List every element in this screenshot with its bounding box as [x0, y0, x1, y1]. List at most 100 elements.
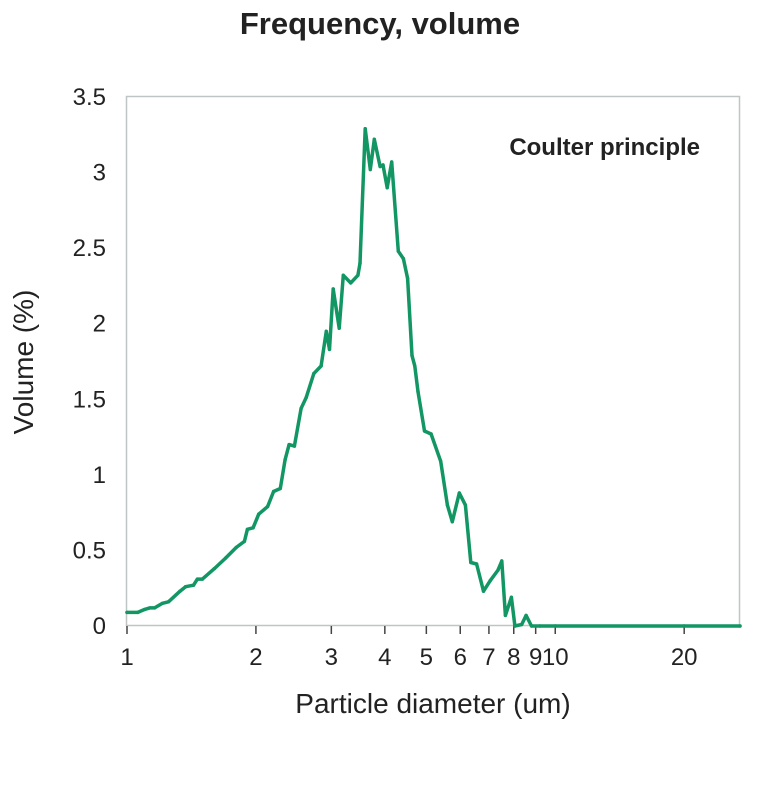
data-point	[520, 622, 524, 627]
data-point	[265, 504, 270, 509]
data-point	[445, 503, 450, 507]
data-point	[390, 160, 394, 164]
data-point	[312, 371, 316, 376]
data-point	[422, 429, 427, 433]
data-point	[245, 527, 250, 531]
data-point	[474, 562, 479, 566]
data-point	[337, 326, 341, 330]
data-point	[372, 137, 376, 141]
data-point	[416, 390, 420, 394]
data-point	[143, 607, 147, 612]
data-point	[682, 624, 686, 628]
data-point	[413, 364, 417, 368]
data-point	[381, 163, 385, 167]
data-point	[378, 164, 382, 169]
data-point	[358, 261, 362, 265]
data-point	[257, 512, 261, 516]
data-point	[368, 167, 372, 172]
y-axis-label: Volume (%)	[8, 290, 39, 435]
y-axis: 0 0.5 1 1.5 2 2.5 3 3.5	[73, 84, 106, 640]
x-tick-label: 3	[325, 644, 338, 671]
x-tick-label: 2	[249, 644, 262, 671]
data-point	[148, 606, 152, 610]
data-point	[251, 526, 255, 530]
data-point	[401, 257, 406, 261]
data-point	[450, 520, 454, 524]
data-point	[500, 559, 504, 563]
x-tick-label: 7	[482, 644, 495, 671]
series-layer	[125, 126, 742, 628]
series-line	[125, 126, 742, 628]
data-point	[553, 624, 557, 628]
data-point	[166, 600, 171, 604]
data-point	[200, 577, 205, 581]
data-point	[481, 589, 486, 593]
data-point	[469, 560, 473, 565]
y-tick-label: 3.5	[73, 84, 106, 111]
data-point	[429, 432, 433, 436]
y-tick-label: 1.5	[73, 386, 106, 413]
y-tick-label: 0	[93, 613, 106, 640]
x-axis-label: Particle diameter (um)	[295, 688, 570, 719]
data-point	[457, 491, 461, 495]
data-point	[212, 566, 217, 571]
x-tick-label: 5	[420, 644, 433, 671]
data-point	[299, 406, 303, 411]
data-point	[410, 353, 414, 358]
data-point	[363, 127, 367, 131]
data-point	[287, 442, 291, 447]
data-point	[283, 458, 287, 462]
plot-frame	[125, 95, 741, 627]
data-point	[234, 545, 238, 550]
data-point	[405, 276, 410, 281]
data-point	[242, 539, 247, 544]
x-tick-label: 10	[542, 644, 569, 671]
data-point	[524, 613, 528, 618]
data-point	[178, 589, 182, 593]
y-tick-label: 3	[93, 160, 106, 187]
data-point	[224, 556, 228, 560]
chart-annotation: Coulter principle	[509, 134, 700, 161]
x-tick-label: 4	[378, 644, 391, 671]
data-point	[191, 583, 196, 587]
data-point	[439, 459, 443, 463]
data-point	[152, 606, 157, 610]
data-point	[324, 329, 328, 333]
data-point	[319, 364, 323, 368]
data-point	[278, 486, 282, 491]
y-tick-label: 0.5	[73, 537, 106, 564]
x-axis: 1 2 3 4 5 6 7 8 9 10 20	[120, 626, 698, 671]
data-point	[509, 595, 514, 599]
y-tick-label: 1	[93, 462, 106, 489]
data-point	[136, 610, 140, 615]
data-point	[503, 613, 508, 618]
x-tick-label: 20	[671, 644, 698, 671]
x-tick-label: 6	[454, 644, 467, 671]
data-point	[304, 396, 308, 400]
data-point	[327, 347, 332, 352]
data-point	[513, 624, 517, 628]
data-point	[738, 624, 742, 628]
data-point	[396, 249, 400, 253]
data-point	[183, 585, 188, 589]
data-point	[488, 579, 492, 583]
data-point	[538, 624, 542, 628]
data-point	[349, 281, 353, 285]
data-point	[160, 601, 165, 605]
data-point	[529, 624, 534, 628]
data-point	[125, 610, 129, 615]
data-point	[195, 577, 200, 581]
x-tick-label: 9	[529, 644, 542, 671]
data-point	[463, 503, 468, 507]
data-point	[331, 287, 335, 291]
data-point	[385, 186, 389, 190]
data-point	[356, 273, 360, 277]
y-tick-label: 2	[93, 311, 106, 338]
chart-title: Frequency, volume	[240, 6, 520, 41]
x-tick-label: 8	[507, 644, 520, 671]
data-point	[496, 568, 500, 572]
data-point	[341, 273, 345, 277]
x-tick-label: 1	[120, 644, 133, 671]
